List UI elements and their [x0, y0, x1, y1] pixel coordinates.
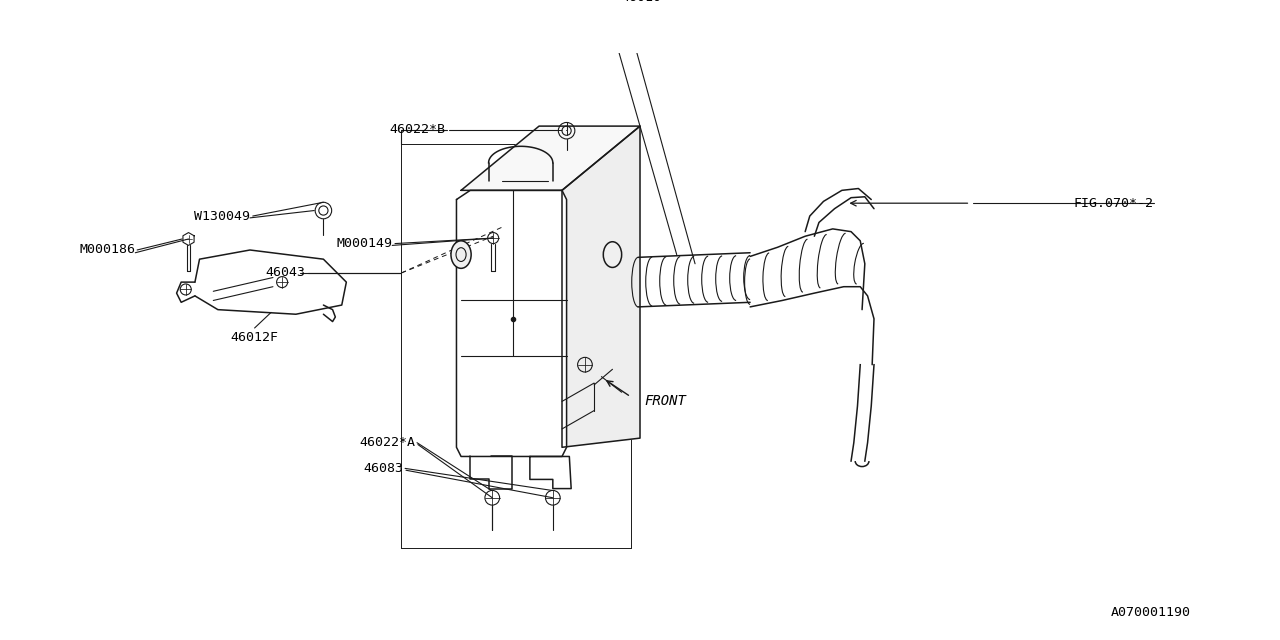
Text: 46022*B: 46022*B — [389, 124, 445, 136]
Polygon shape — [457, 190, 567, 456]
Text: 46010: 46010 — [622, 0, 662, 4]
Text: 46083: 46083 — [364, 462, 403, 475]
Text: FIG.070*-2: FIG.070*-2 — [1074, 196, 1153, 210]
Polygon shape — [461, 126, 640, 190]
Text: 46022*A: 46022*A — [360, 436, 415, 449]
Text: W130049: W130049 — [195, 209, 250, 223]
Text: M000149: M000149 — [337, 237, 392, 250]
Text: A070001190: A070001190 — [1111, 606, 1190, 619]
Text: 46012F: 46012F — [230, 331, 279, 344]
Text: 46043: 46043 — [265, 266, 305, 280]
Ellipse shape — [451, 241, 471, 268]
Polygon shape — [562, 126, 640, 447]
Ellipse shape — [603, 242, 622, 268]
Text: M000186: M000186 — [79, 243, 136, 257]
Text: FRONT: FRONT — [645, 394, 686, 408]
